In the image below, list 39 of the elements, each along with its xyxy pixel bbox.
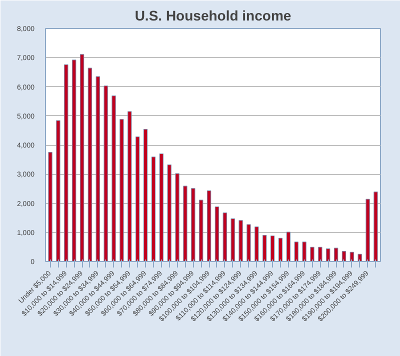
bar <box>72 60 76 262</box>
bar <box>175 173 180 262</box>
bar <box>262 234 267 262</box>
bar <box>302 242 306 262</box>
bar <box>254 226 259 262</box>
bar <box>230 218 235 262</box>
bar <box>104 86 108 262</box>
bar <box>96 76 100 262</box>
bar <box>318 246 322 262</box>
bar <box>128 111 132 262</box>
bar <box>80 54 84 262</box>
bar <box>199 200 204 262</box>
bar <box>294 242 298 262</box>
bar <box>286 232 290 262</box>
bar <box>56 120 60 262</box>
bar <box>151 156 156 262</box>
chart-title: U.S. Household income <box>134 8 292 24</box>
bar <box>136 136 140 262</box>
bar <box>310 246 314 262</box>
bar <box>191 188 196 262</box>
bar <box>358 254 362 262</box>
bar <box>112 95 116 262</box>
bar <box>366 198 370 262</box>
bar <box>167 164 172 262</box>
bar <box>48 152 52 262</box>
bar <box>270 236 275 262</box>
bar <box>206 190 212 262</box>
bar <box>246 224 251 262</box>
bar <box>88 68 92 262</box>
bar <box>120 119 124 262</box>
bar <box>238 220 243 262</box>
bar <box>278 238 283 262</box>
bar <box>374 192 378 262</box>
bar <box>183 186 188 262</box>
bar <box>64 64 68 262</box>
bar <box>143 128 148 262</box>
bar <box>159 153 164 262</box>
bar <box>222 212 227 262</box>
bar <box>214 206 220 262</box>
